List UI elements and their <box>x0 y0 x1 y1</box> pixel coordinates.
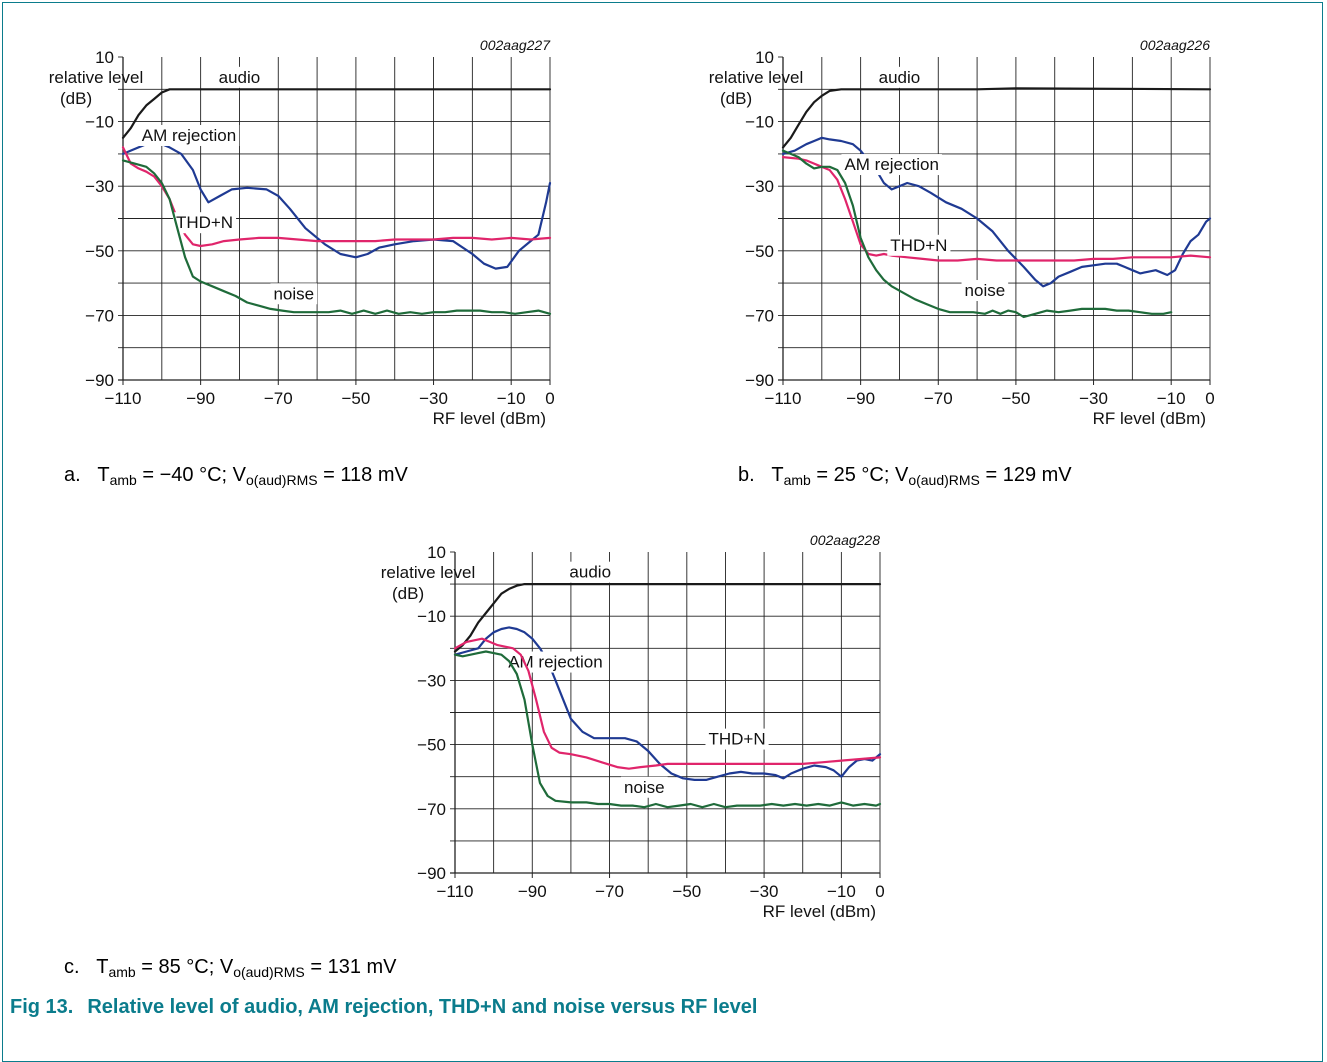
series-line-thd <box>121 146 552 248</box>
x-tick-label: −90 <box>186 389 215 408</box>
x-axis-label: RF level (dBm) <box>433 409 546 428</box>
chart-b: 10−10−30−50−70−90−110 −90 −70 −50 −30 −10 0rel… <box>709 37 1215 428</box>
chart-panel-a: 10 −10 −30 −50 −70 −90 −110 −90 −70 −50 −30 −10 0 rel… <box>0 0 600 510</box>
series-label-bg <box>705 728 769 750</box>
x-axis-label: RF level (dBm) <box>763 902 876 921</box>
x-tick-label: 0 <box>875 882 884 901</box>
y-tick-label: −70 <box>745 306 774 325</box>
x-tick-label: −50 <box>672 882 701 901</box>
series-label-bg <box>215 66 264 88</box>
series-line-audio <box>121 88 552 139</box>
x-tick-label: −70 <box>264 389 293 408</box>
x-tick-label: −90 <box>518 882 547 901</box>
y-tick-label: −30 <box>85 177 114 196</box>
y-tick-label: −50 <box>417 736 446 755</box>
y-tick-label: −90 <box>745 371 774 390</box>
series-label-bg <box>620 776 668 798</box>
y-tick-label: −10 <box>417 607 446 626</box>
y-tick-label: −70 <box>417 800 446 819</box>
figure-title-text: Relative level of audio, AM rejection, T… <box>87 996 758 1018</box>
series-label-thd: THD+N <box>176 213 233 232</box>
y-tick-label: −50 <box>85 242 114 261</box>
figure-code: 002aag227 <box>480 37 551 53</box>
series-line-noise <box>781 149 1173 319</box>
x-tick-label: −30 <box>419 389 448 408</box>
series-label-bg <box>505 651 606 673</box>
figure-title: Fig 13. Relative level of audio, AM rejec… <box>10 996 757 1019</box>
series-label-bg <box>887 234 951 256</box>
y-axis-label: relative level (dB) <box>381 563 476 603</box>
series-label-noise: noise <box>965 281 1006 300</box>
series-label-bg <box>138 124 240 146</box>
y-tick-label: −50 <box>745 242 774 261</box>
figure-number: Fig 13. <box>10 996 74 1018</box>
series-line-audio <box>781 87 1212 149</box>
x-tick-label: −110 <box>764 389 801 408</box>
x-tick-label: 0 <box>1205 389 1214 408</box>
series-label-bg <box>875 66 924 88</box>
x-tick-label: −10 <box>497 389 526 408</box>
series-line-thd <box>453 637 882 770</box>
series-label-noise: noise <box>273 284 314 303</box>
y-axis-label: relative level (dB) <box>709 68 804 108</box>
series-label-bg <box>961 280 1009 302</box>
figure-code: 002aag226 <box>1140 37 1210 53</box>
y-tick-label: −10 <box>745 113 774 132</box>
x-tick-label: −50 <box>341 389 370 408</box>
series-label-thd: THD+N <box>890 236 947 255</box>
series-label-audio: audio <box>569 563 611 582</box>
y-tick-label: −90 <box>417 864 446 883</box>
x-tick-label: −10 <box>827 882 856 901</box>
series-label-noise: noise <box>624 778 665 797</box>
x-tick-label: −50 <box>1001 389 1030 408</box>
chart-a: 10−10−30−50−70−90−110 −90 −70 −50 −30 −10 0rel… <box>49 37 555 428</box>
x-tick-label: −10 <box>1157 389 1186 408</box>
y-tick-label: 10 <box>95 48 114 67</box>
caption-b: b. Tamb = 25 °C; Vo(aud)RMS = 129 mV <box>738 464 1072 488</box>
series-label-bg <box>172 212 237 234</box>
series-label-am: AM rejection <box>508 653 602 672</box>
series-label-audio: audio <box>219 68 261 87</box>
x-tick-label: −110 <box>104 389 141 408</box>
series-line-am <box>121 141 552 270</box>
y-tick-label: 10 <box>755 48 774 67</box>
series-line-am <box>453 626 882 781</box>
x-tick-label: −90 <box>846 389 875 408</box>
caption-c: c. Tamb = 85 °C; Vo(aud)RMS = 131 mV <box>64 956 397 980</box>
y-tick-label: −30 <box>417 671 446 690</box>
series-line-thd <box>781 156 1212 262</box>
x-tick-label: −30 <box>1079 389 1108 408</box>
x-tick-label: −30 <box>750 882 779 901</box>
x-axis-label: RF level (dBm) <box>1093 409 1206 428</box>
series-line-audio <box>453 583 882 653</box>
series-line-noise <box>121 159 552 315</box>
x-tick-label: −70 <box>595 882 624 901</box>
series-label-am: AM rejection <box>142 126 236 145</box>
y-axis-label: relative level (dB) <box>49 68 144 108</box>
figure-code: 002aag228 <box>810 532 880 548</box>
y-tick-label: −10 <box>85 113 114 132</box>
caption-a: a. Tamb = −40 °C; Vo(aud)RMS = 118 mV <box>64 464 408 488</box>
series-label-thd: THD+N <box>708 730 765 749</box>
y-tick-label: −90 <box>85 371 114 390</box>
y-tick-label: −30 <box>745 177 774 196</box>
y-tick-label: 10 <box>427 543 446 562</box>
x-tick-label: 0 <box>545 389 554 408</box>
chart-panel-c: 10 −10 −30 −50 −70 −90 −110 −90 −70 −50 −30 −10 0 rel… <box>64 532 885 980</box>
x-tick-label: −110 <box>436 882 473 901</box>
series-label-bg <box>270 283 318 305</box>
chart-c: 10−10−30−50−70−90−110 −90 −70 −50 −30 −10 0rel… <box>381 532 885 921</box>
series-label-am: AM rejection <box>844 155 938 174</box>
series-label-bg <box>841 154 942 176</box>
series-line-noise <box>453 650 882 809</box>
series-line-am <box>781 136 1212 288</box>
y-tick-label: −70 <box>85 306 114 325</box>
chart-panel-b: 10 −10 −30 −50 −70 −90 −110 −90 −70 −50 −30 −10 0 rel… <box>0 0 1327 510</box>
x-tick-label: −70 <box>924 389 953 408</box>
series-label-audio: audio <box>879 68 921 87</box>
series-label-bg <box>566 561 615 583</box>
